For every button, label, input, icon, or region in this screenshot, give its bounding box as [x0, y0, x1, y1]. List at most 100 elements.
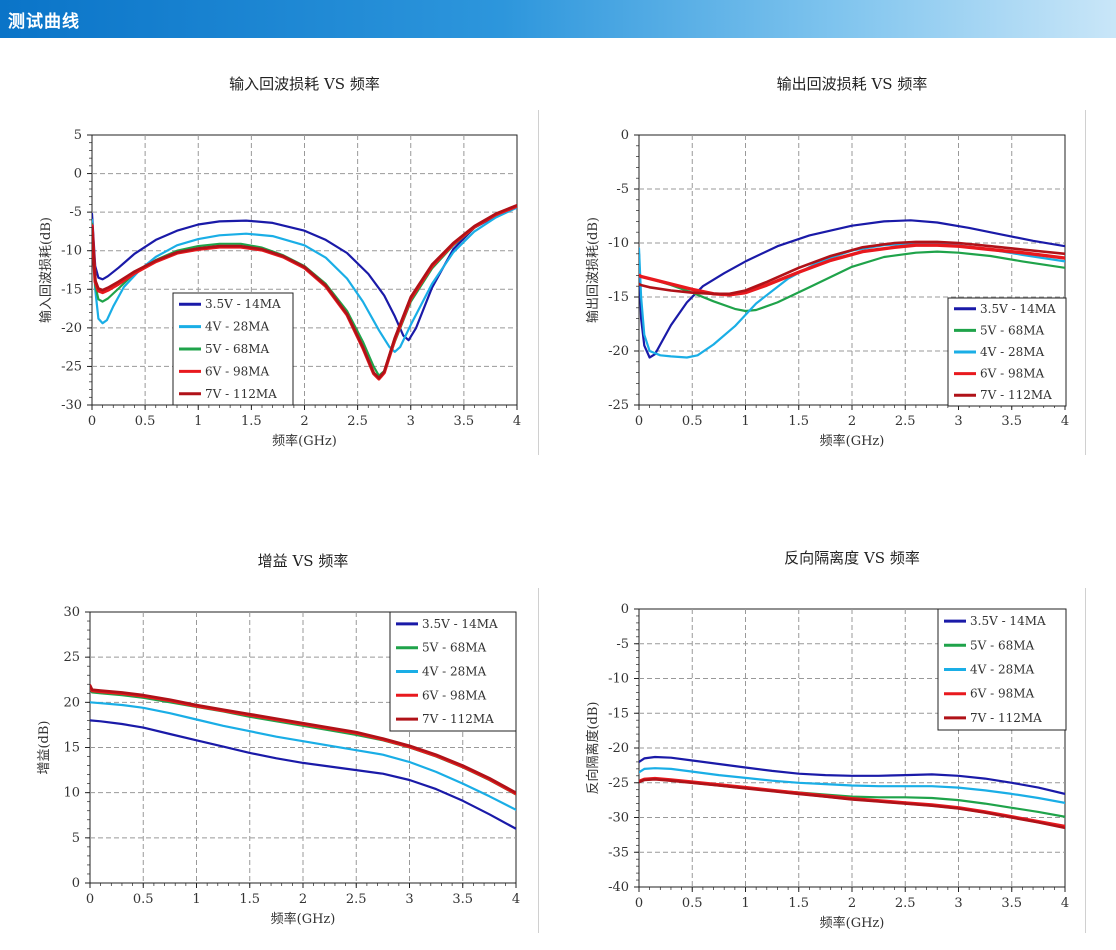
legend-label: 4V - 28MA — [970, 663, 1035, 677]
y-tick-label: 25 — [63, 650, 80, 665]
y-tick-label: 0 — [621, 128, 629, 143]
y-tick-label: -20 — [608, 741, 629, 756]
chart-input-return-loss: 输入回波损耗 VS 频率 0 0.5 1 1.5 2 2.5 3 3.5 4 5 0 -5 -10 -15 -… — [38, 75, 521, 449]
series-line-4 — [639, 243, 1065, 297]
x-tick-label: 1.5 — [241, 414, 262, 429]
y-axis-label: 反向隔离度(dB) — [585, 701, 601, 794]
y-tick-label: -35 — [608, 845, 629, 860]
x-tick-label: 0 — [635, 896, 643, 911]
legend-label: 7V - 112MA — [980, 388, 1052, 402]
x-tick-label: 4 — [512, 892, 520, 907]
legend-label: 3.5V - 14MA — [205, 297, 281, 311]
legend-label: 5V - 68MA — [205, 342, 270, 356]
x-tick-label: 2 — [299, 892, 307, 907]
series-line-5 — [639, 240, 1065, 296]
y-tick-label: 0 — [621, 602, 629, 617]
series-line-2 — [92, 206, 517, 353]
legend-label: 6V - 98MA — [970, 687, 1035, 701]
x-tick-label: 2.5 — [346, 892, 367, 907]
x-tick-label: 4 — [1061, 414, 1069, 429]
legend-label: 5V - 68MA — [980, 323, 1045, 337]
y-axis-label: 增益(dB) — [37, 720, 52, 774]
x-tick-label: 2.5 — [895, 896, 916, 911]
legend-label: 7V - 112MA — [205, 387, 277, 401]
y-axis-label: 输出回波损耗(dB) — [585, 217, 601, 323]
x-tick-label: 3 — [407, 414, 415, 429]
legend-label: 6V - 98MA — [422, 688, 487, 702]
x-tick-label: 4 — [513, 414, 521, 429]
x-tick-label: 0.5 — [682, 896, 703, 911]
y-tick-label: -25 — [61, 359, 82, 374]
legend-label: 7V - 112MA — [422, 712, 494, 726]
y-tick-label: -10 — [61, 244, 82, 259]
y-axis-label: 输入回波损耗(dB) — [38, 217, 54, 323]
y-tick-label: -30 — [608, 811, 629, 826]
y-tick-label: -20 — [608, 344, 629, 359]
x-tick-label: 1 — [741, 896, 749, 911]
y-tick-label: -40 — [608, 880, 629, 895]
panel-divider-right-bottom-2 — [1085, 588, 1086, 933]
y-tick-label: 30 — [63, 605, 80, 620]
y-tick-label: 10 — [63, 786, 80, 801]
x-tick-label: 2.5 — [895, 414, 916, 429]
legend-label: 3.5V - 14MA — [970, 614, 1046, 628]
chart-output-return-loss: 输出回波损耗 VS 频率 0 0.5 1 1.5 2 2.5 3 3.5 4 0 -5 -10 -15 -2… — [585, 75, 1069, 449]
legend-label: 5V - 68MA — [970, 638, 1035, 652]
x-tick-label: 1 — [741, 414, 749, 429]
y-tick-label: -30 — [61, 398, 82, 413]
series-line-1 — [92, 206, 517, 342]
header-bar: 测试曲线 — [0, 0, 1116, 38]
y-tick-label: -20 — [61, 321, 82, 336]
series-line-3 — [90, 701, 516, 811]
series-line-1 — [90, 719, 516, 830]
series-line-1 — [639, 755, 1065, 796]
y-tick-label: 0 — [74, 167, 82, 182]
y-tick-label: 5 — [72, 831, 80, 846]
x-tick-label: 1.5 — [239, 892, 260, 907]
panel-divider-right-top — [538, 110, 539, 455]
x-tick-label: 0.5 — [135, 414, 156, 429]
legend-label: 5V - 68MA — [422, 641, 487, 655]
chart-title: 增益 VS 频率 — [258, 552, 349, 570]
legend-label: 6V - 98MA — [980, 367, 1045, 381]
y-tick-label: -10 — [608, 672, 629, 687]
y-tick-label: -15 — [61, 282, 82, 297]
x-tick-label: 0 — [86, 892, 94, 907]
series-line-5 — [639, 777, 1065, 830]
legend-label: 3.5V - 14MA — [980, 302, 1056, 316]
y-tick-label: 5 — [74, 128, 82, 143]
legend-label: 4V - 28MA — [205, 320, 270, 334]
x-tick-label: 2.5 — [347, 414, 368, 429]
x-tick-label: 3 — [954, 896, 962, 911]
legend-label: 4V - 28MA — [422, 665, 487, 679]
y-tick-label: -15 — [608, 290, 629, 305]
x-tick-label: 1 — [192, 892, 200, 907]
chart-title: 输出回波损耗 VS 频率 — [777, 75, 928, 93]
y-tick-label: -5 — [69, 205, 82, 220]
x-tick-label: 0 — [88, 414, 96, 429]
y-tick-label: -10 — [608, 236, 629, 251]
series-line-3 — [639, 767, 1065, 805]
panel-divider-right-top-2 — [1085, 110, 1086, 455]
chart-gain: 增益 VS 频率 0 0.5 1 1.5 2 2.5 3 3.5 4 30 25 20 15 10 5 0 频率(… — [37, 552, 520, 927]
page-title: 测试曲线 — [8, 12, 80, 32]
x-tick-label: 4 — [1061, 896, 1069, 911]
x-tick-label: 3 — [405, 892, 413, 907]
chart-title: 输入回波损耗 VS 频率 — [229, 75, 380, 93]
legend-label: 3.5V - 14MA — [422, 617, 498, 631]
x-axis-label: 频率(GHz) — [271, 911, 336, 927]
x-tick-label: 1.5 — [788, 896, 809, 911]
x-axis-label: 频率(GHz) — [272, 433, 337, 449]
x-tick-label: 0.5 — [133, 892, 154, 907]
y-tick-label: 0 — [72, 876, 80, 891]
x-tick-label: 0 — [635, 414, 643, 429]
legend-label: 4V - 28MA — [980, 345, 1045, 359]
y-tick-label: -5 — [616, 182, 629, 197]
series-line-1 — [639, 219, 1065, 359]
x-axis-label: 频率(GHz) — [820, 915, 885, 931]
x-tick-label: 2 — [300, 414, 308, 429]
legend-label: 6V - 98MA — [205, 364, 270, 378]
x-tick-label: 1.5 — [788, 414, 809, 429]
y-tick-label: -5 — [616, 637, 629, 652]
x-tick-label: 3.5 — [454, 414, 475, 429]
